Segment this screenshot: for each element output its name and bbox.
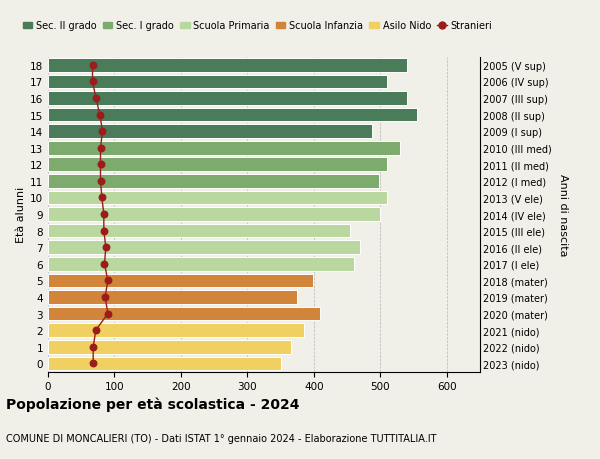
Point <box>88 78 97 86</box>
Bar <box>48 307 320 321</box>
Bar <box>48 142 400 155</box>
Bar <box>48 324 304 337</box>
Point <box>100 261 109 268</box>
Point <box>99 228 109 235</box>
Bar <box>48 175 379 188</box>
Point <box>95 112 104 119</box>
Point <box>101 244 110 252</box>
Bar <box>48 59 407 73</box>
Point <box>103 310 113 318</box>
Bar <box>48 158 387 172</box>
Bar <box>48 208 380 221</box>
Point <box>100 294 110 301</box>
Point <box>88 343 98 351</box>
Bar <box>48 191 387 205</box>
Bar <box>48 125 371 139</box>
Bar <box>48 224 350 238</box>
Text: COMUNE DI MONCALIERI (TO) - Dati ISTAT 1° gennaio 2024 - Elaborazione TUTTITALIA: COMUNE DI MONCALIERI (TO) - Dati ISTAT 1… <box>6 433 437 443</box>
Y-axis label: Età alunni: Età alunni <box>16 186 26 243</box>
Point <box>99 211 109 218</box>
Point <box>103 277 113 285</box>
Y-axis label: Anni di nascita: Anni di nascita <box>559 174 568 256</box>
Bar <box>48 241 361 254</box>
Bar <box>48 291 297 304</box>
Point <box>88 360 98 367</box>
Point <box>91 95 101 102</box>
Point <box>96 178 106 185</box>
Bar <box>48 274 313 287</box>
Bar <box>48 357 281 370</box>
Bar <box>48 257 354 271</box>
Bar <box>48 108 417 122</box>
Point <box>91 327 101 334</box>
Bar <box>48 340 290 354</box>
Text: Popolazione per età scolastica - 2024: Popolazione per età scolastica - 2024 <box>6 396 299 411</box>
Point <box>88 62 97 69</box>
Point <box>96 145 106 152</box>
Point <box>98 128 107 135</box>
Bar <box>48 92 407 106</box>
Bar <box>48 75 387 89</box>
Legend: Sec. II grado, Sec. I grado, Scuola Primaria, Scuola Infanzia, Asilo Nido, Stran: Sec. II grado, Sec. I grado, Scuola Prim… <box>23 22 493 31</box>
Point <box>96 161 106 168</box>
Point <box>97 194 107 202</box>
